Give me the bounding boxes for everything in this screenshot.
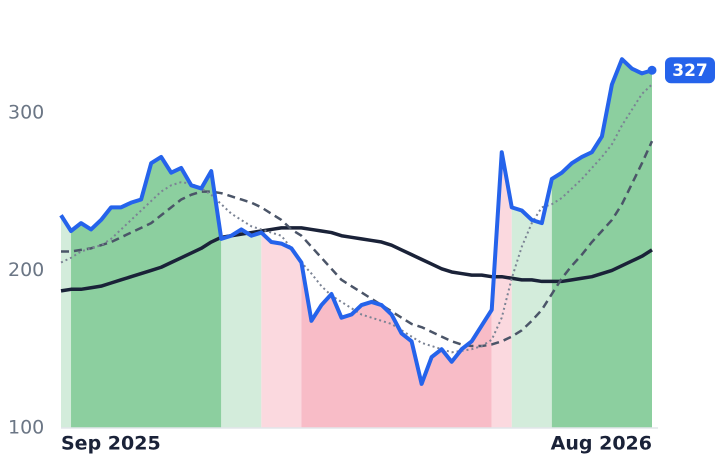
trend-band — [221, 229, 262, 428]
y-tick-label: 300 — [8, 101, 44, 123]
x-tick-label: Aug 2026 — [551, 433, 652, 455]
y-tick-label: 100 — [8, 417, 44, 439]
series-line — [60, 226, 653, 293]
trend-band — [261, 232, 302, 428]
last-value-label: 327 — [672, 61, 708, 81]
bands — [61, 59, 652, 429]
trend-band — [61, 215, 72, 428]
x-tick-label: Sep 2025 — [61, 433, 161, 455]
last-value-badge — [665, 57, 715, 84]
trend-band — [71, 156, 222, 429]
trend-band — [551, 59, 652, 428]
y-tick-label: 200 — [8, 259, 44, 281]
trend-band — [301, 262, 492, 428]
lines — [59, 57, 654, 386]
series-line — [59, 57, 653, 386]
trend-band — [491, 152, 512, 428]
last-point — [647, 65, 657, 75]
trend-band — [511, 178, 552, 428]
series-line — [61, 140, 654, 348]
